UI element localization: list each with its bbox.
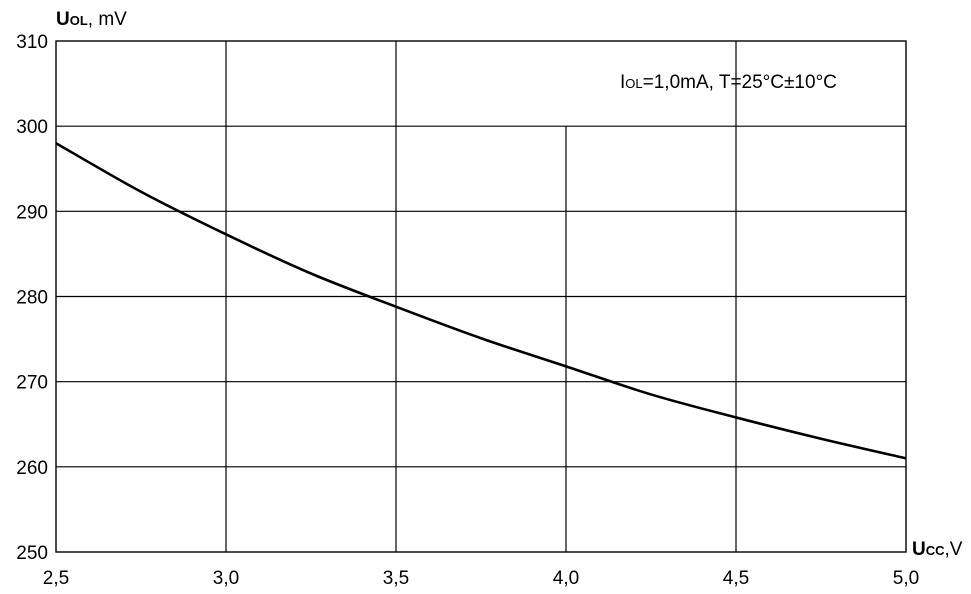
y-tick-label: 300 [16,117,48,138]
x-axis-title-unit: ,V [945,539,963,560]
annotation-prefix: I [620,72,625,93]
x-tick-label: 4,5 [723,568,749,589]
y-tick-label: 250 [16,543,48,564]
annotation-sub: OL [625,76,642,91]
y-axis-title-sub: OL [70,13,88,28]
annotation-rest: =1,0mA, T=25°C±10°C [643,72,837,93]
series-line-0 [55,142,907,460]
y-axis-title-unit: , mV [88,9,127,30]
series-layer [55,142,907,460]
x-axis-title-main: U [912,539,926,560]
y-tick-label: 280 [16,288,48,309]
chart-annotation: IOL=1,0mA, T=25°C±10°C [620,72,837,93]
y-axis-title: UOL, mV [56,9,127,30]
x-tick-label: 2,5 [43,568,69,589]
plot-frame [55,40,907,553]
tick-labels: 250 260 270 280 290 300 310 2,5 3,0 3,5 4,0 4,5 5,0 [16,32,919,589]
y-tick-label: 310 [16,32,48,53]
x-tick-label: 3,5 [383,568,409,589]
x-tick-label: 4,0 [553,568,579,589]
plot-border [55,40,907,553]
y-tick-label: 290 [16,202,48,223]
grid-lines [56,41,906,552]
x-axis-title: UCC,V [912,539,963,560]
x-tick-label: 5,0 [893,568,919,589]
y-axis-title-main: U [56,9,70,30]
y-tick-label: 270 [16,373,48,394]
x-axis-title-sub: CC [926,543,945,558]
y-tick-label: 260 [16,458,48,479]
x-tick-label: 3,0 [213,568,239,589]
